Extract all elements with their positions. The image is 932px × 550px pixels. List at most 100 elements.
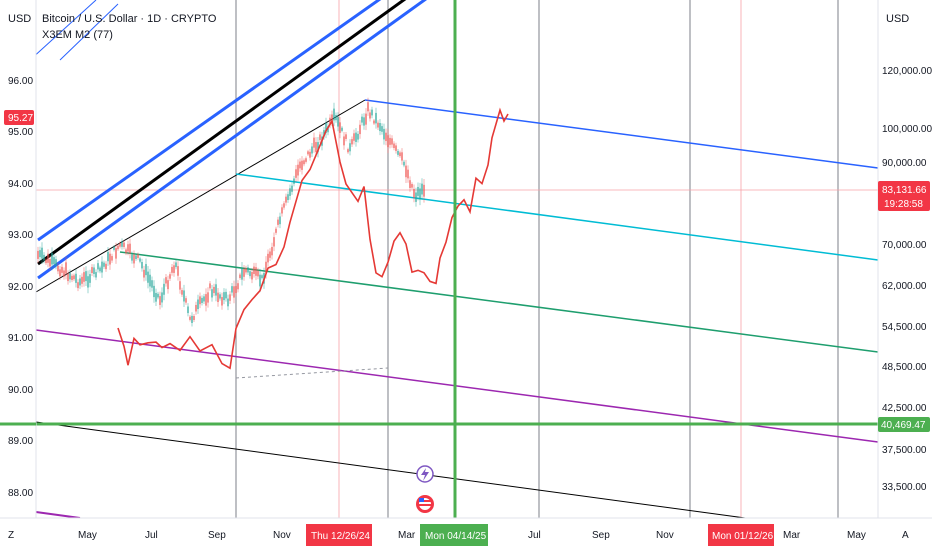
candle-body [161, 292, 163, 303]
candle-body [79, 278, 81, 286]
candle-body [135, 255, 137, 260]
time-axis-right-corner[interactable]: A [902, 530, 909, 541]
candle-body [137, 254, 139, 258]
candle-body [61, 266, 63, 273]
candle-body [255, 267, 257, 276]
candle-body [153, 285, 155, 298]
channel-extension-2 [59, 3, 119, 61]
candle-body [131, 254, 133, 261]
time-tick: May [847, 530, 866, 541]
pitchfork-cyan-line[interactable] [235, 173, 879, 261]
candle-body [411, 184, 413, 188]
candle-body [67, 273, 69, 282]
candle-body [375, 112, 377, 124]
candle-body [271, 246, 273, 256]
candle-body [45, 259, 47, 264]
candle-body [357, 133, 359, 140]
candle-body [343, 136, 345, 146]
indicator-title[interactable]: X3EM M2 (77) [42, 29, 113, 41]
time-tick: Jul [145, 530, 158, 541]
right-price-value: 83,131.66 [882, 185, 927, 196]
right-tick: 120,000.00 [882, 66, 932, 77]
candle-body [325, 122, 327, 133]
candle-body [211, 289, 213, 298]
candle-body [129, 243, 131, 254]
candle-body [221, 297, 223, 306]
time-axis: Z May Jul Sep Nov Mar Jul Sep Nov Mar Ma… [8, 524, 909, 546]
candle-body [111, 256, 113, 261]
candle-body [245, 268, 247, 273]
symbol-title[interactable]: Bitcoin / U.S. Dollar · 1D · CRYPTO [42, 13, 217, 25]
candle-body [331, 114, 333, 123]
candle-body [291, 185, 293, 192]
right-countdown: 19:28:58 [884, 199, 923, 210]
candle-body [341, 127, 343, 131]
candle-body [273, 237, 275, 247]
candle-body [285, 196, 287, 203]
candle-body [71, 275, 73, 281]
candle-body [401, 152, 403, 161]
candle-body [171, 266, 173, 273]
lightning-event-icon[interactable] [416, 465, 434, 483]
time-axis-left-corner[interactable]: Z [8, 530, 14, 541]
candle-body [127, 244, 129, 252]
candle-body [97, 263, 99, 270]
candle-body [279, 216, 281, 225]
candle-body [413, 188, 415, 198]
right-tick: 54,500.00 [882, 322, 927, 333]
date-highlight-tag [708, 524, 774, 546]
candle-body [49, 259, 51, 267]
candle-body [167, 280, 169, 290]
candle-body [181, 290, 183, 295]
candle-body [113, 246, 115, 250]
candle-body [421, 183, 423, 195]
candle-body [403, 161, 405, 166]
candle-body [233, 286, 235, 298]
candle-body [43, 254, 45, 261]
candle-body [75, 273, 77, 283]
candle-body [143, 269, 145, 278]
candle-body [287, 194, 289, 201]
candle-body [397, 150, 399, 155]
left-currency-label: USD [8, 13, 31, 25]
candle-body [65, 262, 67, 274]
left-tick: 91.00 [8, 333, 33, 344]
candle-body [149, 274, 151, 287]
left-current-value: 95.27 [8, 113, 33, 124]
time-tick: Nov [656, 530, 674, 541]
candle-body [385, 132, 387, 142]
candle-body [201, 297, 203, 303]
channel-middle-line[interactable] [37, 0, 412, 266]
left-axis-panel [0, 0, 36, 518]
candle-body [81, 276, 83, 284]
rising-channel[interactable] [29, 0, 430, 280]
candle-body [217, 292, 219, 303]
candle-body [197, 299, 199, 310]
candle-body [371, 109, 373, 116]
candle-body [93, 267, 95, 275]
right-tick: 70,000.00 [882, 240, 927, 251]
time-tick: Jul [528, 530, 541, 541]
right-axis-panel [878, 0, 932, 518]
vertical-grid [235, 0, 839, 518]
pitchfork-top-line[interactable] [364, 99, 879, 169]
pitchfork-handle-line[interactable] [35, 99, 366, 293]
pitchfork-base-line[interactable] [35, 421, 761, 521]
candle-body [51, 253, 53, 265]
channel-upper-line[interactable] [37, 0, 390, 242]
us-flag-icon[interactable] [416, 495, 434, 513]
channel-lower-line[interactable] [37, 0, 430, 280]
candle-body [315, 142, 317, 152]
candle-body [173, 265, 175, 273]
right-price-tag: 83,131.66 19:28:58 [878, 181, 930, 211]
candle-body [169, 274, 171, 279]
candle-body [77, 282, 79, 289]
candle-body [87, 276, 89, 288]
candle-body [289, 188, 291, 196]
candle-body [209, 283, 211, 289]
candle-body [69, 272, 71, 280]
right-tick: 42,500.00 [882, 403, 927, 414]
right-tick: 62,000.00 [882, 281, 927, 292]
